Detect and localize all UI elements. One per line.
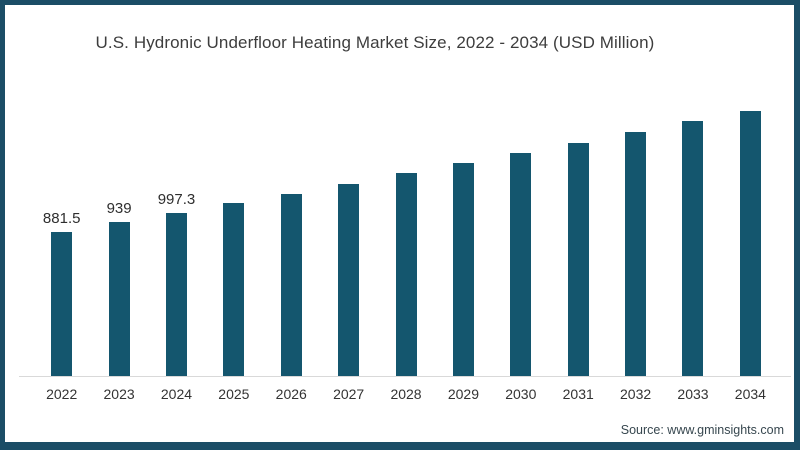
bar-2033 bbox=[682, 121, 704, 376]
bar-2026 bbox=[280, 194, 302, 376]
x-tick-label: 2024 bbox=[160, 386, 193, 402]
bar-slot bbox=[550, 98, 607, 376]
bar-2025 bbox=[223, 203, 245, 376]
x-tick-label: 2032 bbox=[620, 386, 652, 402]
bar-value-label: 997.3 bbox=[157, 191, 196, 208]
bar-slot bbox=[607, 98, 664, 376]
bar-slot bbox=[664, 98, 721, 376]
bar-value-label: 939 bbox=[106, 200, 132, 217]
bar-slot: 881.5 bbox=[33, 98, 90, 376]
bar-2022 bbox=[51, 232, 73, 376]
bars-row: 881.5 939 997.3 bbox=[33, 98, 779, 376]
source-attribution: Source: www.gminsights.com bbox=[620, 423, 784, 437]
x-tick-label: 2029 bbox=[447, 386, 479, 402]
x-tick-label: 2022 bbox=[46, 386, 78, 402]
x-tick-label: 2034 bbox=[734, 386, 766, 402]
bar-2030 bbox=[510, 153, 532, 376]
bar-2027 bbox=[338, 184, 360, 376]
bar-2031 bbox=[567, 143, 589, 376]
bar-slot bbox=[263, 98, 320, 376]
bar-2032 bbox=[625, 132, 647, 376]
x-tick-label: 2025 bbox=[218, 386, 250, 402]
chart-title: U.S. Hydronic Underfloor Heating Market … bbox=[95, 33, 655, 52]
x-tick-label: 2027 bbox=[333, 386, 365, 402]
x-tick-label: 2023 bbox=[103, 386, 135, 402]
bar-2034 bbox=[739, 111, 761, 376]
x-axis-tick-labels: 2022 2023 2024 2025 2026 2027 2028 2029 2030 2031… bbox=[33, 386, 779, 402]
bar-slot: 939 bbox=[90, 98, 147, 376]
bar-slot bbox=[492, 98, 549, 376]
bar-2029 bbox=[452, 163, 474, 376]
x-tick-label: 2030 bbox=[505, 386, 537, 402]
bar-slot bbox=[205, 98, 262, 376]
bar-2023 bbox=[108, 222, 130, 376]
bar-2028 bbox=[395, 173, 417, 376]
bar-slot bbox=[320, 98, 377, 376]
x-tick-label: 2026 bbox=[275, 386, 307, 402]
bar-slot: 997.3 bbox=[148, 98, 205, 376]
x-tick-label: 2033 bbox=[677, 386, 709, 402]
bar-slot bbox=[435, 98, 492, 376]
x-tick-label: 2028 bbox=[390, 386, 422, 402]
bar-slot bbox=[722, 98, 779, 376]
bar-2024 bbox=[165, 213, 187, 376]
bar-slot bbox=[377, 98, 434, 376]
x-axis-line bbox=[19, 376, 791, 377]
bar-value-label: 881.5 bbox=[42, 210, 81, 227]
x-tick-label: 2031 bbox=[562, 386, 594, 402]
